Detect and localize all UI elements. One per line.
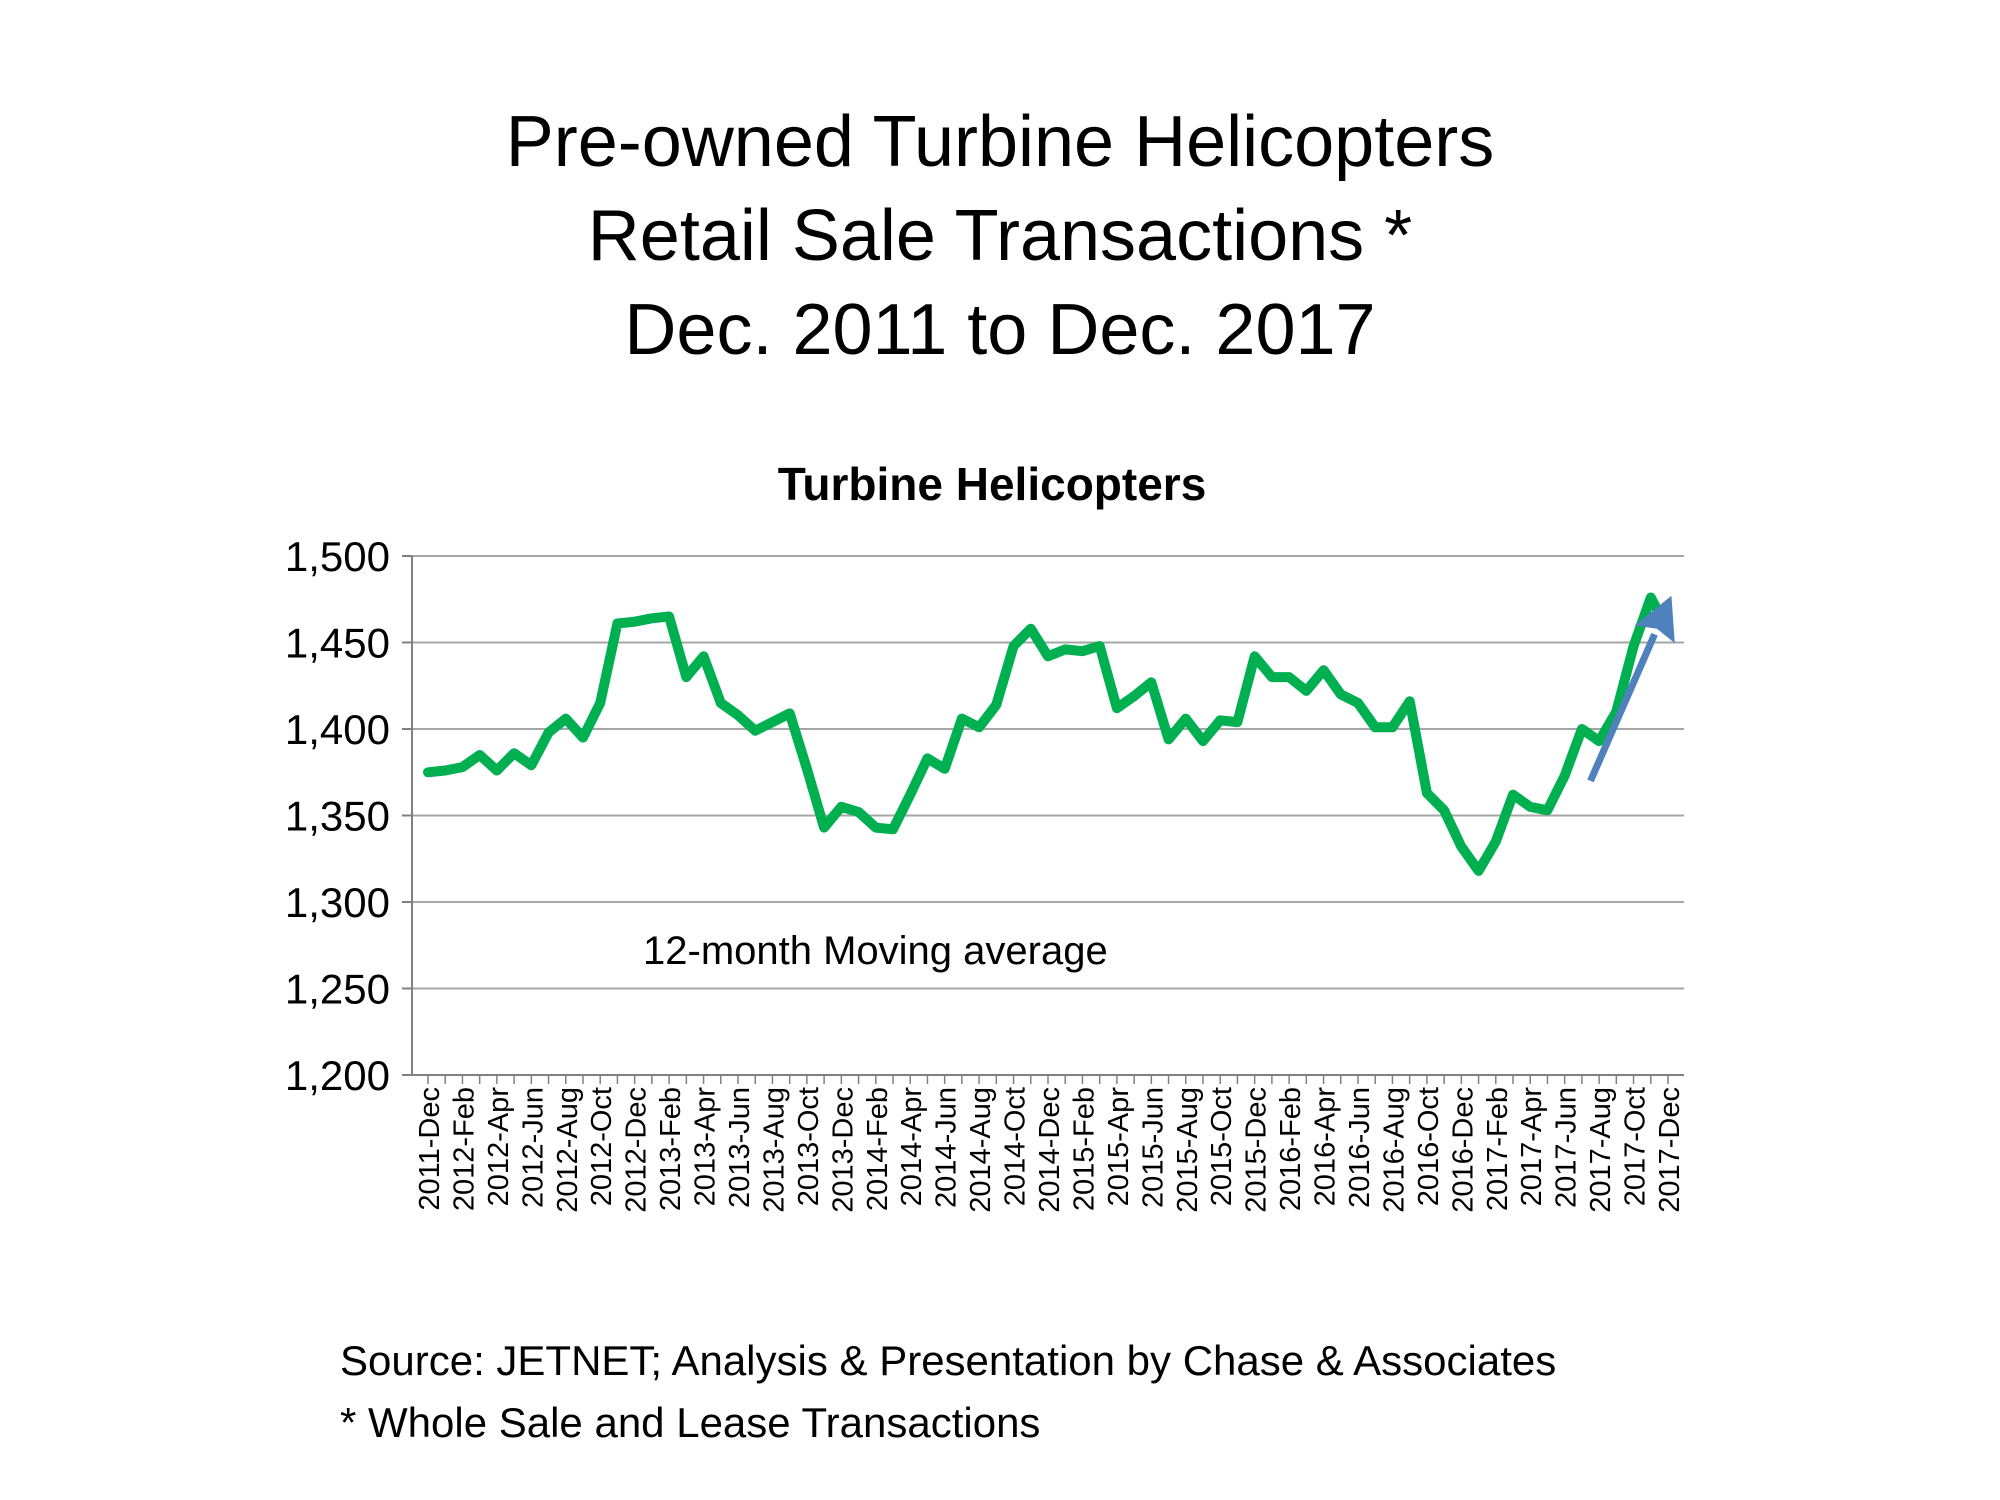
trend-arrow-shaft: [1587, 632, 1658, 783]
x-tick-label: 2015-Jun: [1137, 1087, 1169, 1208]
source-note: Source: JETNET; Analysis & Presentation …: [340, 1337, 1557, 1384]
x-tick-label: 2013-Aug: [758, 1087, 790, 1213]
x-tick-label: 2017-Dec: [1654, 1087, 1686, 1213]
x-tick-label: 2012-Dec: [621, 1087, 653, 1213]
x-tick-label: 2016-Feb: [1275, 1087, 1307, 1211]
x-tick-label: 2016-Aug: [1378, 1087, 1410, 1213]
moving-average-annotation: 12-month Moving average: [643, 929, 1108, 973]
x-tick-label: 2016-Dec: [1447, 1087, 1479, 1213]
trend-arrow: [1587, 595, 1675, 783]
x-tick-label: 2015-Oct: [1206, 1087, 1238, 1206]
y-axis-tick-labels: 1,200 1,250 1,300 1,350 1,400 1,450 1,500: [285, 533, 390, 1099]
x-tick-label: 2015-Dec: [1241, 1087, 1273, 1213]
x-tick-label: 2017-Aug: [1585, 1087, 1617, 1213]
x-tick-label: 2013-Feb: [655, 1087, 687, 1211]
gridlines: [402, 555, 1684, 1076]
x-tick-label: 2012-Oct: [586, 1087, 618, 1206]
trend-arrow-head: [1634, 595, 1675, 644]
y-tick-label: 1,200: [285, 1052, 390, 1099]
slide-title: Pre-owned Turbine Helicopters Retail Sal…: [0, 95, 2000, 377]
x-tick-label: 2014-Jun: [931, 1087, 963, 1208]
slide-title-line-1: Pre-owned Turbine Helicopters: [505, 102, 1495, 182]
x-tick-label: 2013-Oct: [793, 1087, 825, 1206]
x-tick-label: 2013-Dec: [827, 1087, 859, 1213]
x-tick-label: 2017-Jun: [1551, 1087, 1583, 1208]
axes: [411, 556, 1684, 1084]
x-tick-label: 2017-Oct: [1620, 1087, 1652, 1206]
x-tick-label: 2012-Aug: [552, 1087, 584, 1213]
x-tick-label: 2016-Apr: [1310, 1087, 1342, 1207]
x-tick-label: 2012-Apr: [483, 1087, 515, 1207]
y-tick-label: 1,300: [285, 879, 390, 926]
x-tick-label: 2012-Jun: [517, 1087, 549, 1208]
x-tick-label: 2011-Dec: [414, 1087, 446, 1211]
y-tick-label: 1,450: [285, 620, 390, 667]
footer: Source: JETNET; Analysis & Presentation …: [340, 1330, 1556, 1454]
y-tick-label: 1,400: [285, 706, 390, 753]
x-tick-label: 2013-Apr: [690, 1087, 722, 1207]
x-tick-label: 2014-Feb: [862, 1087, 894, 1211]
slide-title-line-3: Dec. 2011 to Dec. 2017: [624, 290, 1376, 370]
x-tick-label: 2012-Feb: [448, 1087, 480, 1211]
y-tick-label: 1,350: [285, 793, 390, 840]
x-tick-label: 2016-Jun: [1344, 1087, 1376, 1208]
y-tick-label: 1,500: [285, 533, 390, 580]
x-tick-label: 2015-Aug: [1172, 1087, 1204, 1213]
x-tick-label: 2016-Oct: [1413, 1087, 1445, 1206]
x-tick-label: 2015-Feb: [1068, 1087, 1100, 1211]
x-tick-label: 2014-Aug: [965, 1087, 997, 1213]
chart-title: Turbine Helicopters: [778, 458, 1207, 510]
series: [423, 592, 1673, 876]
x-tick-label: 2013-Jun: [724, 1087, 756, 1208]
x-tick-label: 2014-Oct: [1000, 1087, 1032, 1206]
x-tick-label: 2017-Apr: [1516, 1087, 1548, 1207]
x-tick-label: 2014-Apr: [896, 1087, 928, 1207]
transaction-note: * Whole Sale and Lease Transactions: [340, 1399, 1041, 1446]
x-tick-label: 2017-Feb: [1482, 1087, 1514, 1211]
series-line: [423, 592, 1673, 876]
slide-title-line-2: Retail Sale Transactions *: [587, 196, 1413, 276]
x-axis-tick-labels: 2011-Dec 2012-Feb 2012-Apr 2012-Jun 2012-Aug…: [414, 1087, 1686, 1213]
x-tick-label: 2015-Apr: [1103, 1087, 1135, 1207]
y-tick-label: 1,250: [285, 966, 390, 1013]
x-tick-label: 2014-Dec: [1034, 1087, 1066, 1213]
